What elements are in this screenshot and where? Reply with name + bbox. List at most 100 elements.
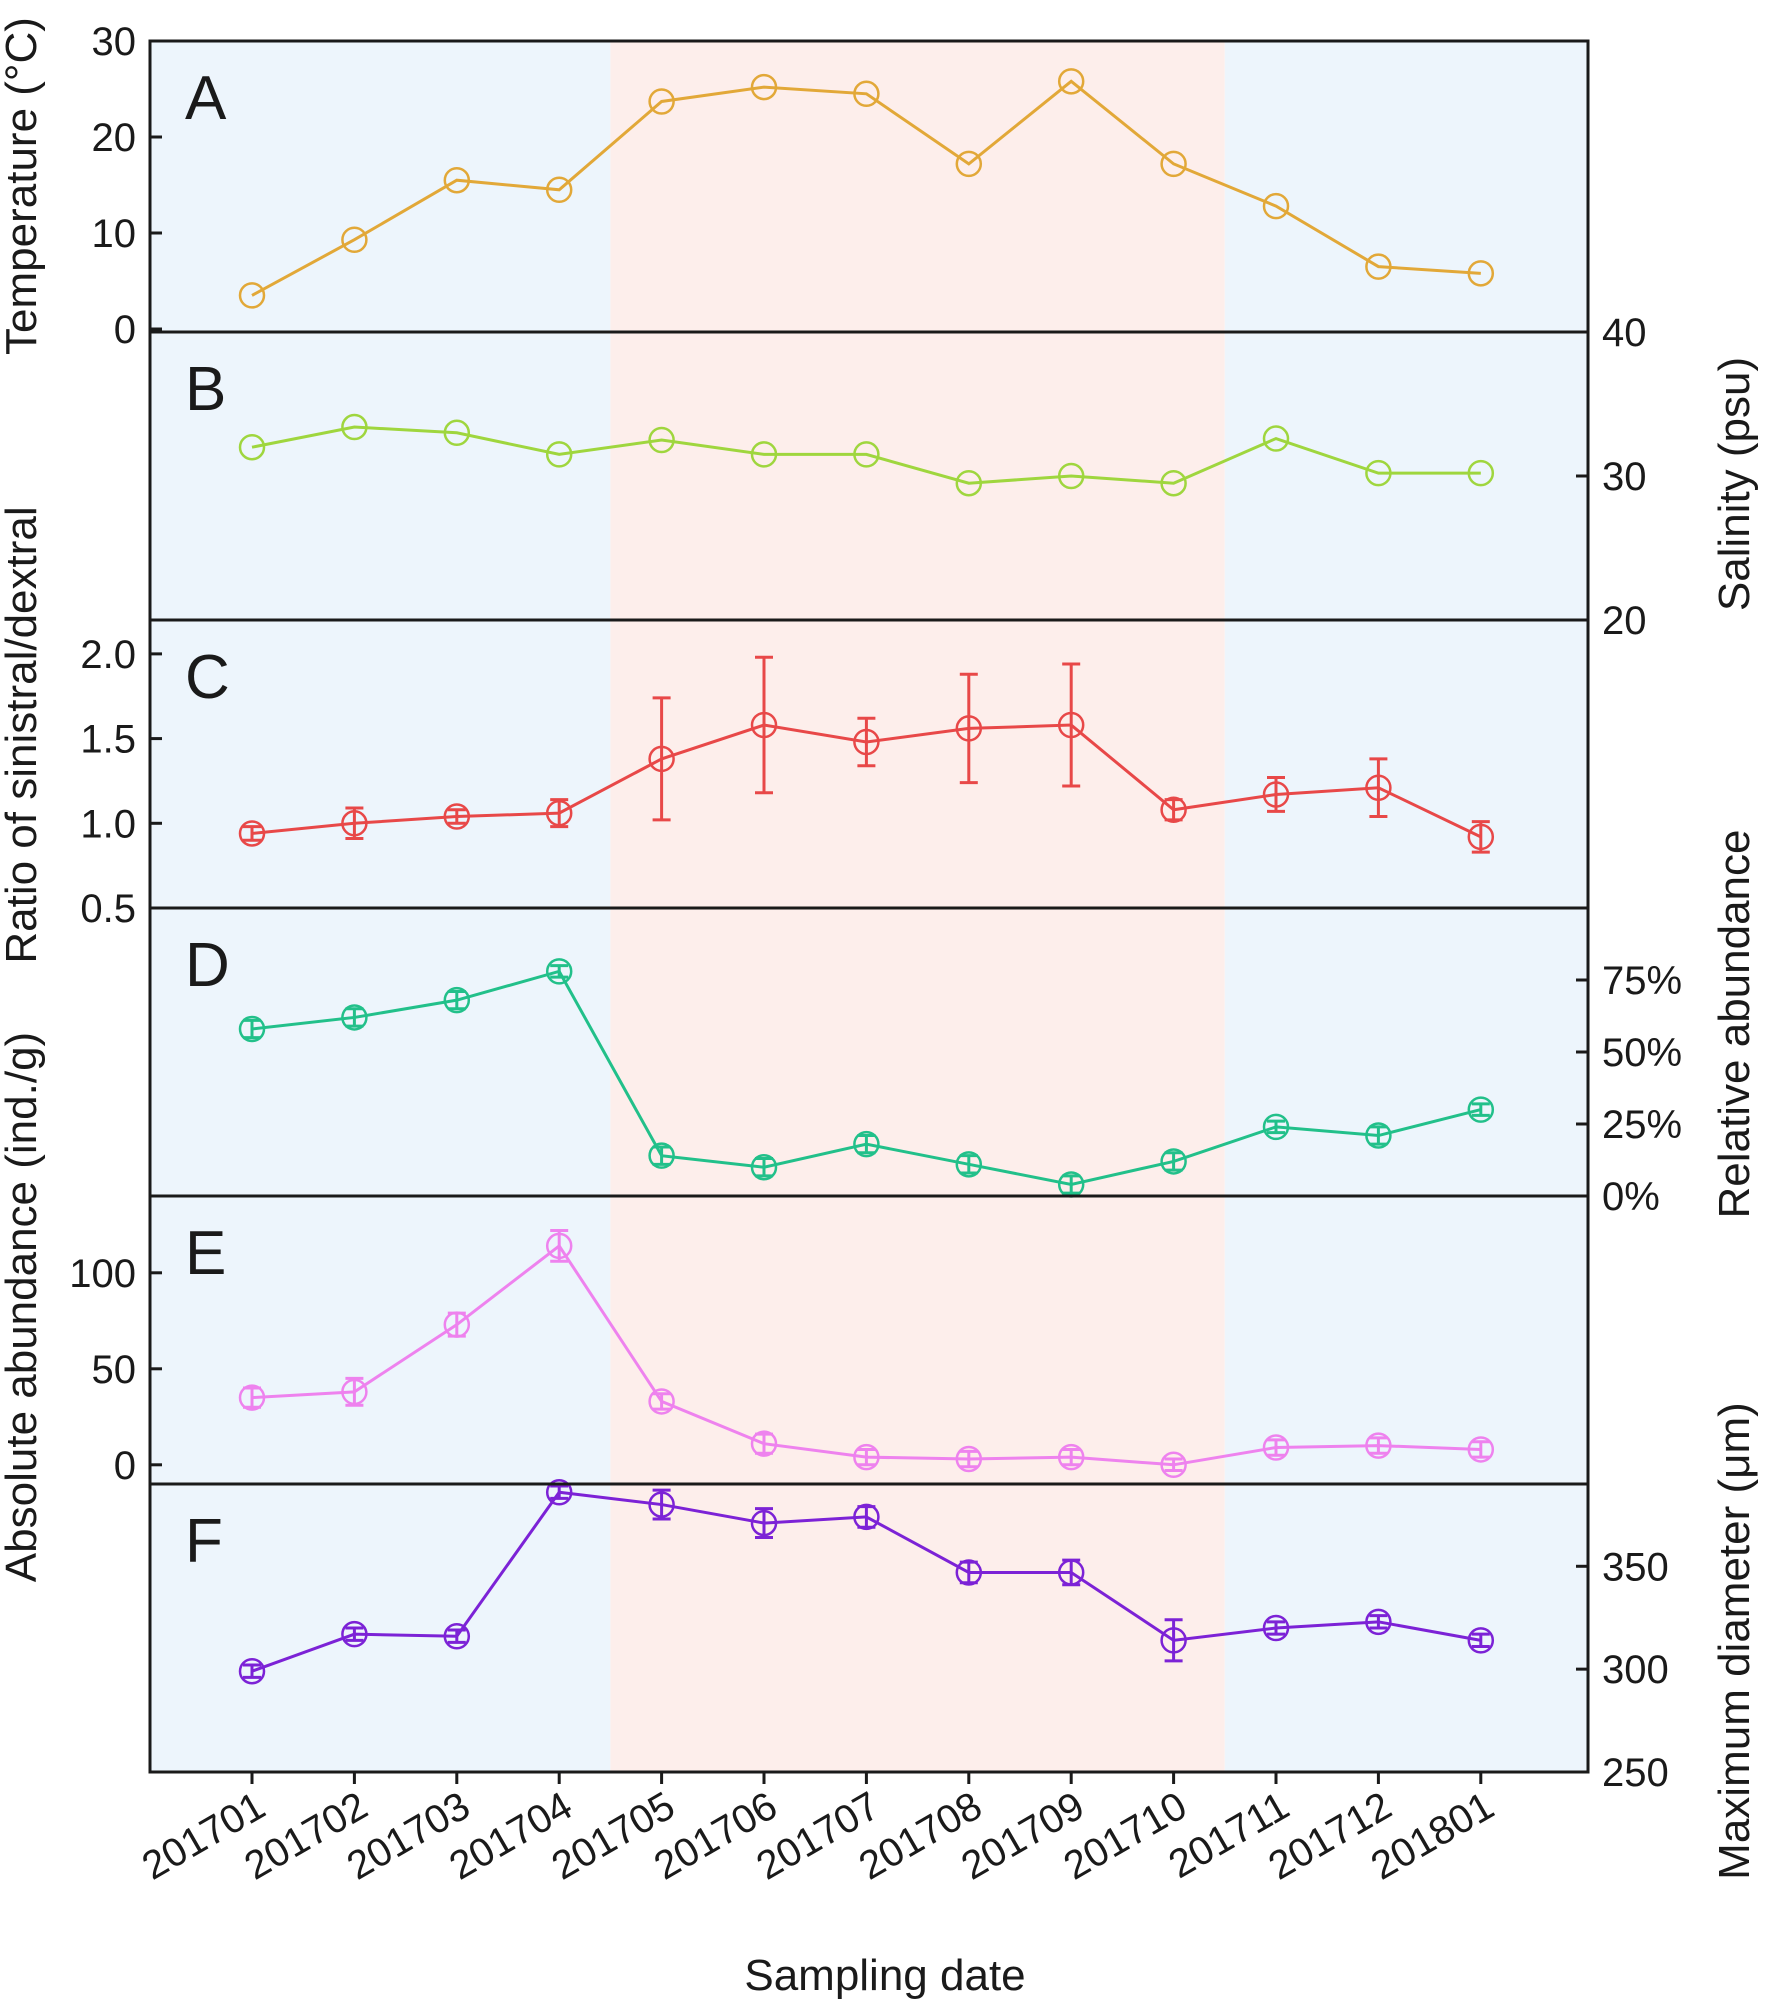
left-title-absolute: Absolute abundance (ind./g) <box>0 1032 46 1582</box>
series-line <box>251 79 1481 297</box>
data-point <box>648 1491 675 1518</box>
y-tick-label: 50% <box>1602 1031 1682 1075</box>
data-point <box>1467 823 1495 851</box>
y-tick-label: 350 <box>1602 1545 1669 1589</box>
data-point <box>443 1311 471 1338</box>
data-point <box>1365 253 1392 280</box>
y-tick-label: 25% <box>1602 1103 1682 1147</box>
data-point <box>750 1509 778 1537</box>
y-tick-label: 1.5 <box>80 718 136 762</box>
data-point <box>1160 1451 1187 1479</box>
panel-label: E <box>185 1219 226 1288</box>
data-point <box>1365 774 1392 801</box>
series-line <box>251 425 1481 485</box>
data-point <box>750 1153 778 1181</box>
data-point <box>443 419 471 447</box>
y-tick-label: 0 <box>114 1444 136 1488</box>
data-point <box>545 1232 573 1260</box>
y-tick-label: 300 <box>1602 1648 1669 1692</box>
data-point <box>955 715 983 742</box>
data-point <box>238 820 266 847</box>
data-point <box>1262 1113 1290 1141</box>
panel-F: 250 300 350 F <box>185 1478 1669 1795</box>
data-point <box>1365 459 1392 487</box>
data-point <box>648 1142 675 1169</box>
panel-A: 0 10 20 30 A <box>92 20 1495 352</box>
data-point <box>341 1378 368 1406</box>
y-tick-label: 250 <box>1602 1751 1669 1795</box>
data-point <box>750 1430 778 1457</box>
data-point <box>238 282 266 309</box>
y-tick-label: 20 <box>1602 599 1647 643</box>
panels-layer: 0 10 20 30 A 20 30 40 B 0.5 1.0 1.5 2.0 C 0% 25% 50% 75% D… <box>69 20 1682 1795</box>
data-point <box>648 745 675 773</box>
data-point <box>1262 1434 1290 1461</box>
data-point <box>443 166 471 194</box>
data-point <box>955 469 983 497</box>
data-point <box>443 1622 471 1650</box>
data-point <box>853 80 880 108</box>
data-point <box>1160 1627 1187 1654</box>
data-point <box>1057 1559 1085 1586</box>
data-point <box>238 1657 266 1685</box>
y-tick-label: 100 <box>69 1252 136 1296</box>
data-point <box>443 803 471 830</box>
data-point <box>1262 425 1290 452</box>
data-point <box>1057 1443 1085 1471</box>
data-point <box>750 441 778 468</box>
data-point <box>955 1151 983 1178</box>
data-point <box>341 810 368 837</box>
panel-B: 20 30 40 B <box>185 311 1647 643</box>
right-title-relative: Relative abundance <box>1710 830 1759 1219</box>
data-point <box>1467 1627 1495 1654</box>
data-point <box>1262 781 1290 808</box>
data-point <box>1057 68 1085 95</box>
data-point <box>1467 1096 1495 1123</box>
y-tick-label: 0% <box>1602 1175 1660 1219</box>
data-point <box>1262 192 1290 220</box>
y-tick-label: 20 <box>92 116 137 160</box>
data-point <box>648 88 675 115</box>
y-tick-label: 30 <box>92 20 137 64</box>
data-point <box>1057 462 1085 490</box>
data-point <box>545 441 573 468</box>
data-point <box>648 426 675 454</box>
left-title-ratio: Ratio of sinistral/dextral <box>0 506 46 963</box>
y-tick-label: 10 <box>92 212 137 256</box>
data-point <box>341 226 368 253</box>
data-point <box>545 1478 573 1506</box>
panel-E: 0 50 100 E <box>69 1219 1495 1488</box>
data-point <box>1467 260 1495 287</box>
panel-label: F <box>185 1507 223 1576</box>
panel-D: 0% 25% 50% 75% D <box>185 931 1682 1219</box>
data-point <box>1467 459 1495 487</box>
data-point <box>955 1445 983 1473</box>
right-title-salinity: Salinity (psu) <box>1710 357 1759 611</box>
data-point <box>1365 1432 1392 1459</box>
data-point <box>1160 469 1187 497</box>
data-point <box>648 1388 675 1415</box>
y-tick-label: 40 <box>1602 311 1647 355</box>
data-point <box>1160 150 1187 178</box>
data-point <box>443 986 471 1014</box>
panel-label: A <box>185 64 227 133</box>
data-point <box>1365 1122 1392 1149</box>
data-point <box>1160 1148 1187 1175</box>
data-point <box>853 441 880 468</box>
x-axis-title: Sampling date <box>744 1951 1025 2000</box>
data-point <box>1160 796 1187 823</box>
data-point <box>238 1384 266 1411</box>
data-point <box>955 1559 983 1586</box>
data-point <box>545 958 573 985</box>
data-point <box>341 1620 368 1648</box>
data-point <box>955 150 983 178</box>
y-tick-label: 75% <box>1602 959 1682 1003</box>
data-point <box>545 176 573 204</box>
data-point <box>545 799 573 827</box>
x-axis: 2017012017022017032017042017052017062017… <box>135 1772 1501 1889</box>
data-point <box>341 1004 368 1031</box>
y-tick-label: 30 <box>1602 455 1647 499</box>
panel-label: B <box>185 355 226 424</box>
data-point <box>1365 1608 1392 1636</box>
